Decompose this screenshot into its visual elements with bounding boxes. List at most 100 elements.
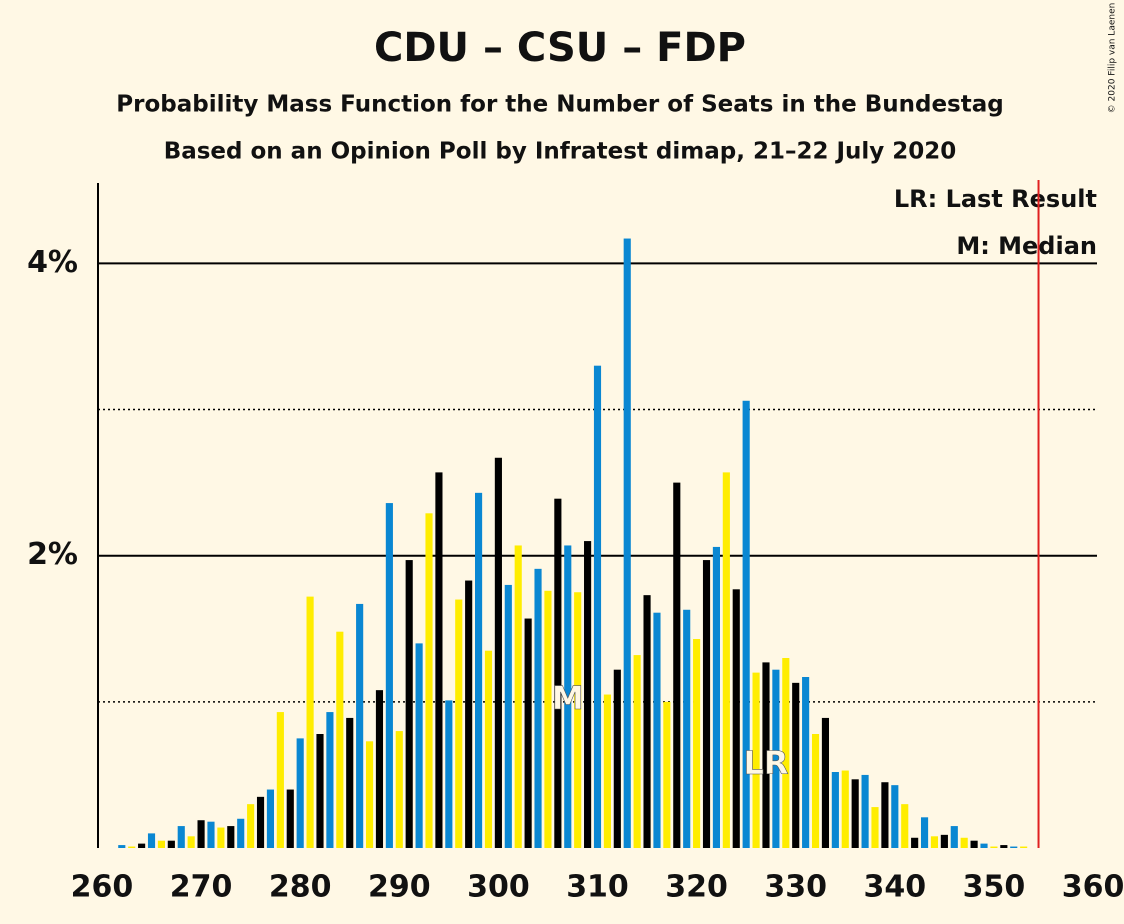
bar <box>702 560 711 848</box>
bar <box>128 846 136 848</box>
bar <box>415 643 423 848</box>
bar <box>375 690 384 848</box>
x-tick-label: 270 <box>170 870 233 905</box>
bar <box>118 845 126 848</box>
x-tick-label: 360 <box>1062 870 1124 905</box>
x-tick-label: 340 <box>864 870 927 905</box>
subtitle: Probability Mass Function for the Number… <box>116 92 1003 118</box>
bar <box>861 774 869 848</box>
bar <box>752 672 760 848</box>
bar <box>851 779 859 848</box>
bar <box>782 658 790 848</box>
chart-title: CDU – CSU – FDP <box>374 25 746 71</box>
bar <box>1010 846 1018 848</box>
bar <box>286 789 294 848</box>
bar <box>157 840 165 848</box>
bar <box>742 400 750 848</box>
x-tick-label: 350 <box>963 870 1026 905</box>
bar <box>930 836 939 848</box>
bar <box>138 843 146 848</box>
bar <box>306 596 314 848</box>
bar <box>584 541 592 848</box>
bar <box>673 482 681 848</box>
y-tick-label: 2% <box>27 537 78 572</box>
bar <box>425 513 433 848</box>
x-tick-label: 310 <box>566 870 629 905</box>
bar <box>712 546 720 848</box>
bar <box>187 836 195 848</box>
bar <box>970 840 978 848</box>
bar <box>960 837 968 848</box>
bar <box>475 492 483 848</box>
bar <box>455 599 463 848</box>
x-tick-label: 290 <box>368 870 431 905</box>
copyright: © 2020 Filip van Laenen <box>1108 3 1118 114</box>
bar <box>623 238 631 849</box>
bar <box>732 589 740 848</box>
bar <box>841 770 849 848</box>
bar <box>663 701 671 848</box>
bar <box>653 612 661 848</box>
bar <box>643 595 651 848</box>
bar <box>564 545 572 848</box>
bar <box>276 712 284 848</box>
legend-entry: LR: Last Result <box>894 185 1097 213</box>
bar <box>920 817 929 848</box>
bar <box>465 580 473 848</box>
bar <box>722 472 730 848</box>
bar <box>980 843 988 848</box>
bar <box>544 590 552 848</box>
bar <box>147 833 156 848</box>
bar <box>326 712 334 848</box>
bar <box>891 785 899 848</box>
bar <box>316 734 324 848</box>
x-tick-label: 300 <box>467 870 530 905</box>
bar <box>940 834 948 848</box>
bar <box>177 826 185 848</box>
bar <box>197 820 205 848</box>
bar <box>792 682 800 848</box>
bar <box>504 584 512 848</box>
bar <box>1000 845 1008 848</box>
bar <box>484 650 493 848</box>
bar <box>881 782 889 848</box>
bar <box>821 717 830 848</box>
bar <box>871 807 879 848</box>
bar <box>256 796 265 848</box>
bar <box>1020 846 1028 848</box>
bar <box>336 631 344 848</box>
bar <box>346 717 354 848</box>
bar <box>911 837 919 848</box>
bar <box>217 827 225 848</box>
bar <box>435 472 443 848</box>
x-tick-label: 260 <box>71 870 134 905</box>
bar <box>247 804 255 848</box>
bar <box>901 804 909 848</box>
bar <box>167 840 175 848</box>
bar <box>227 826 235 848</box>
y-tick-label: 4% <box>27 245 78 280</box>
bar <box>365 741 374 848</box>
x-tick-label: 280 <box>269 870 332 905</box>
x-tick-label: 320 <box>665 870 728 905</box>
bar <box>385 503 393 848</box>
bar <box>494 457 502 848</box>
bar <box>207 821 215 848</box>
bar <box>405 560 413 848</box>
bar <box>395 731 403 848</box>
bar <box>356 603 364 848</box>
bar <box>237 818 245 848</box>
annotation: M <box>552 679 584 717</box>
bar <box>613 669 621 848</box>
bar <box>554 498 562 848</box>
bar <box>693 639 701 848</box>
legend-entry: M: Median <box>956 232 1097 260</box>
bar <box>445 700 453 848</box>
bar <box>802 677 810 848</box>
subtitle: Based on an Opinion Poll by Infratest di… <box>164 139 957 165</box>
bar <box>683 609 691 848</box>
bar <box>574 592 582 848</box>
bar <box>772 669 780 848</box>
